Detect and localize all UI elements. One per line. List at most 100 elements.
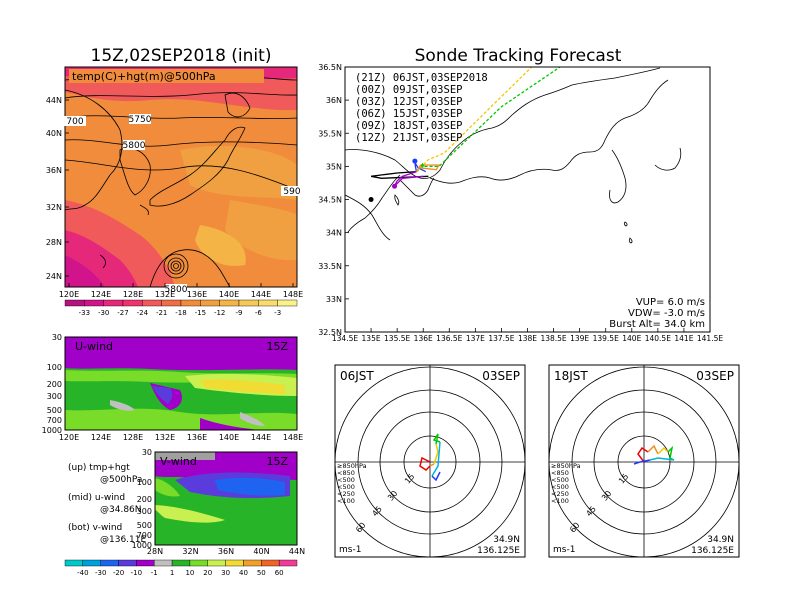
level-legend-entry: <500 xyxy=(337,483,355,491)
coastline-boso xyxy=(654,147,682,171)
note-mid-2: @34.86N xyxy=(100,505,142,515)
contour-label: 700 xyxy=(66,117,83,127)
colorbar-swatch xyxy=(64,559,84,567)
pressure-tick-label: 300 xyxy=(47,392,62,401)
colorbar-swatch xyxy=(100,559,119,567)
pressure-tick-label: 1000 xyxy=(42,426,62,435)
hodo-left-lat: 34.9N xyxy=(493,535,520,545)
island-small xyxy=(628,237,633,244)
u-wind-lon-axis: 120E 124E 128E 132E 136E 140E 144E 148E xyxy=(59,433,303,442)
lon-tick-label: 137.5E xyxy=(488,334,514,343)
hodo-left-time: 06JST xyxy=(340,369,374,383)
colorbar-swatch xyxy=(64,299,85,307)
contour-label: 5800 xyxy=(165,285,188,295)
lat-tick-label: 40N xyxy=(46,129,62,138)
hodo-left-level-legend: ≥850hPa<850<500<500<250<100 xyxy=(337,462,367,505)
note-bot-2: @136.11E xyxy=(100,535,146,545)
colorbar-swatch xyxy=(277,299,298,307)
level-legend-entry: <500 xyxy=(551,476,569,484)
wind-profile-segment xyxy=(649,457,675,461)
landing-point xyxy=(392,183,398,189)
level-legend-entry: <850 xyxy=(551,469,569,477)
lon-tick-label: 140E xyxy=(219,290,239,299)
island-awaji xyxy=(394,194,400,206)
map-lat-axis: 36.5N 36N 35.5N 35N 34.5N 34N 33.5N 33N 32.5N xyxy=(318,63,349,337)
pressure-tick-label: 1000 xyxy=(132,541,152,550)
level-legend-entry: <850 xyxy=(337,469,355,477)
lat-tick-label: 32.5N xyxy=(318,328,342,337)
lon-tick-label: 140.5E xyxy=(645,334,671,343)
wind-profile-segment xyxy=(431,441,441,477)
lon-tick-label: 144E xyxy=(251,290,271,299)
contour-label-bg xyxy=(123,140,145,150)
lon-tick-label: 135E xyxy=(362,334,381,343)
landing-point xyxy=(368,197,374,202)
wind-profile-segment xyxy=(657,446,669,455)
colorbar-label: 10 xyxy=(185,569,194,577)
legend-entry: (06Z) 15JST,03SEP xyxy=(355,108,462,120)
lat-tick-label: 35.5N xyxy=(318,129,342,138)
pressure-tick-label: 200 xyxy=(47,380,62,389)
lat-tick-label: 33.5N xyxy=(318,262,342,271)
island-small-2 xyxy=(623,221,628,227)
colorbar-swatch xyxy=(278,559,298,567)
level-legend-entry: <500 xyxy=(337,476,355,484)
colorbar-label: -12 xyxy=(214,309,225,317)
lon-tick-label: 120E xyxy=(59,433,79,442)
u-wind-time: 15Z xyxy=(266,340,288,353)
colorbar-label: -30 xyxy=(98,309,109,317)
pressure-tick-label: 100 xyxy=(47,363,62,372)
colorbar-label: -9 xyxy=(236,309,243,317)
lon-tick-label: 132E xyxy=(155,290,175,299)
pressure-tick-label: 30 xyxy=(142,448,152,457)
legend-entry: (09Z) 18JST,03SEP xyxy=(355,120,462,132)
hodo-right-level-legend: ≥850hPa<850<500<500<250<100 xyxy=(551,462,581,505)
colorbar-label: 30 xyxy=(221,569,230,577)
lat-tick-label: 24N xyxy=(46,272,62,281)
wind-profile-segment xyxy=(431,471,441,482)
colorbar-label: -10 xyxy=(131,569,142,577)
lon-tick-label: 135.5E xyxy=(384,334,410,343)
lat-tick-label: 36N xyxy=(46,166,62,175)
level-legend-entry: <100 xyxy=(337,497,355,505)
lon-tick-label: 139E xyxy=(570,334,589,343)
note-mid-1: (mid) u-wind xyxy=(68,493,125,503)
lon-tick-label: 141.5E xyxy=(697,334,723,343)
colorbar-swatch xyxy=(118,559,137,567)
lat-tick-label: 36.5N xyxy=(318,63,342,72)
wind-profile-segment xyxy=(429,463,435,467)
temperature-colorbar: -33 -30 -27 -24 -21 -18 -15 -12 -9 -6 -3 xyxy=(64,299,298,317)
colorbar-label: 40 xyxy=(239,569,248,577)
lon-tick-label: 140E xyxy=(622,334,641,343)
track-line xyxy=(370,171,429,179)
contour-label-bg xyxy=(64,116,86,126)
level-legend-entry: <250 xyxy=(551,490,569,498)
colorbar-label: 20 xyxy=(203,569,212,577)
panel-notes: (up) tmp+hgt @500hPa (mid) u-wind @34.86… xyxy=(68,463,146,545)
colorbar-swatch xyxy=(207,559,226,567)
contour-label-bg xyxy=(281,186,303,196)
track-map-panel: (21Z) 06JST,03SEP2018(00Z) 09JST,03SEP(0… xyxy=(318,63,723,343)
colorbar-swatch xyxy=(103,299,124,307)
lon-tick-label: 141E xyxy=(674,334,693,343)
upper-map-panel: temp(C)+hgt(m)@500hPa 700 5750 5800 590 5800… xyxy=(46,66,303,317)
level-legend-entry: ≥850hPa xyxy=(551,462,581,470)
colorbar-swatch xyxy=(258,299,278,307)
track-legend: (21Z) 06JST,03SEP2018(00Z) 09JST,03SEP(0… xyxy=(355,72,488,144)
lon-tick-label: 136E xyxy=(414,334,433,343)
colorbar-swatch xyxy=(180,299,201,307)
lat-tick-label: 36N xyxy=(218,547,234,556)
wind-profile-segment xyxy=(647,444,659,455)
note-bot-1: (bot) v-wind xyxy=(68,523,122,533)
lon-tick-label: 138E xyxy=(518,334,537,343)
lon-tick-label: 138.5E xyxy=(540,334,566,343)
legend-entry: (00Z) 09JST,03SEP xyxy=(355,84,462,96)
lon-tick-label: 140E xyxy=(219,433,239,442)
colorbar-swatch xyxy=(154,559,173,567)
track-line xyxy=(415,67,533,173)
sonde-tracks xyxy=(368,67,562,202)
